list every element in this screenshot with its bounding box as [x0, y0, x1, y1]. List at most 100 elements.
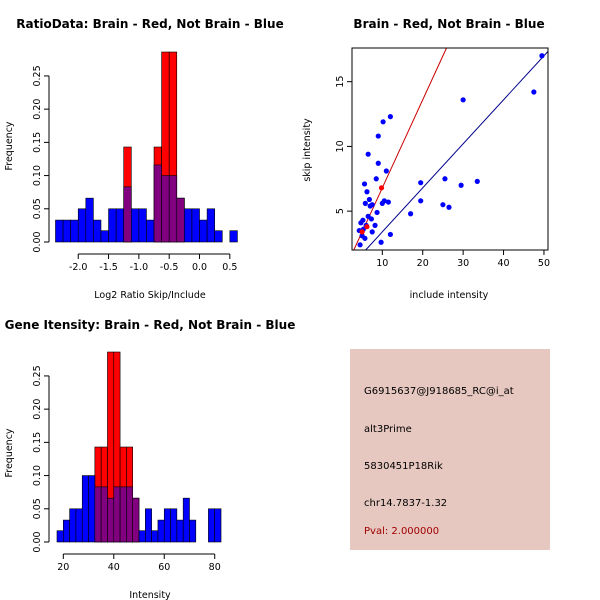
event-type: alt3Prime: [364, 424, 412, 435]
scatter-blue-point: [373, 176, 379, 182]
scatter-x-tick-label: 40: [497, 258, 509, 269]
ratio-histogram-x-tick-label: -1.0: [130, 262, 149, 273]
scatter-frame: [351, 47, 549, 251]
gene-histogram-blue-bar: [189, 519, 197, 543]
scatter-blue-point: [378, 239, 384, 245]
ratio-histogram-y-tick-label: 0.15: [32, 132, 43, 153]
probe-id: G6915637@J918685_RC@i_at: [364, 386, 514, 397]
ratio-histogram-blue-bar: [146, 219, 155, 243]
scatter-blue-point: [474, 178, 480, 184]
intensity-scatter: Brain - Red, Not Brain - Blue 10 20 30 40 50…: [302, 17, 550, 301]
scatter-blue-point: [369, 202, 375, 208]
gene-histogram-blue-bar: [182, 497, 190, 543]
gene-histogram-blue-bar: [208, 508, 216, 543]
scatter-y-tick-label: 5: [335, 208, 346, 214]
ratio-histogram-y-tick-label: 0.00: [32, 231, 43, 252]
scatter-x-tick-label: 30: [457, 258, 469, 269]
gene-histogram-blue-bar: [214, 508, 222, 543]
gene-histogram-y-tick-label: 0.25: [32, 365, 43, 386]
scatter-xlabel: include intensity: [410, 290, 489, 301]
gene-histogram-xlabel: Intensity: [129, 590, 171, 600]
gene-histogram-blue-bar: [151, 530, 159, 543]
ratio-histogram-blue-bar: [55, 219, 64, 243]
gene-histogram-overlap-bar: [94, 486, 102, 543]
scatter-red-fit-line: [353, 47, 447, 251]
gene-histogram-blue-bar: [138, 530, 146, 543]
gene-histogram-blue-bar: [145, 508, 152, 543]
gene-histogram-blue-bar: [163, 508, 171, 543]
p-value: Pval: 2.000000: [364, 526, 440, 537]
scatter-y-tick-label: 10: [335, 140, 346, 152]
chromosome-location: chr14.7837-1.32: [364, 498, 448, 509]
scatter-red-point: [364, 224, 370, 230]
scatter-blue-point: [440, 202, 446, 208]
scatter-x-tick-label: 10: [376, 258, 388, 269]
gene-histogram-overlap-bar: [100, 486, 108, 543]
gene-histogram-blue-bar: [170, 508, 178, 543]
gene-histogram-bars: [56, 351, 222, 543]
scatter-ylabel: skip intensity: [302, 118, 313, 182]
scatter-blue-point: [374, 209, 380, 216]
ratio-histogram-blue-bar: [70, 219, 79, 243]
ratio-histogram: RatioData: Brain - Red, Not Brain - Blue…: [4, 17, 284, 301]
probe-info-panel: G6915637@J918685_RC@i_at alt3Prime 58304…: [350, 349, 550, 550]
ratio-histogram-blue-bar: [184, 208, 193, 243]
ratio-histogram-blue-bar: [229, 230, 238, 243]
ratio-histogram-ylabel: Frequency: [4, 121, 15, 170]
ratio-histogram-x-tick-label: 0.0: [192, 262, 207, 273]
ratio-histogram-overlap-bar: [161, 175, 170, 243]
ratio-histogram-blue-bar: [62, 219, 71, 243]
scatter-blue-point: [379, 200, 385, 206]
ratio-histogram-x-tick-label: -0.5: [160, 262, 179, 273]
ratio-histogram-y-tick-label: 0.05: [32, 198, 43, 219]
gene-histogram-blue-bar: [176, 519, 184, 543]
scatter-points: [356, 53, 545, 248]
gene-histogram-y-tick-label: 0.20: [32, 399, 43, 420]
gene-histogram-blue-bar: [88, 475, 96, 543]
scatter-blue-point: [446, 204, 452, 210]
ratio-histogram-title: RatioData: Brain - Red, Not Brain - Blue: [16, 17, 283, 31]
scatter-blue-point: [531, 89, 537, 95]
scatter-blue-point: [418, 180, 424, 186]
ratio-histogram-blue-bar: [100, 230, 109, 243]
ratio-histogram-y-tick-label: 0.20: [32, 99, 43, 120]
scatter-blue-point: [539, 53, 545, 59]
scatter-blue-point: [442, 176, 448, 182]
ratio-histogram-blue-bar: [85, 197, 94, 243]
scatter-blue-point: [380, 119, 386, 125]
scatter-red-point: [359, 229, 365, 235]
gene-histogram-blue-bar: [81, 475, 89, 543]
ratio-histogram-blue-bar: [77, 208, 87, 243]
ratio-histogram-x-tick-label: -2.0: [69, 262, 88, 273]
gene-histogram-x-tick-label: 60: [158, 562, 170, 573]
scatter-blue-point: [368, 216, 374, 222]
ratio-histogram-x-tick-label: -1.5: [99, 262, 118, 273]
gene-histogram-blue-bar: [75, 508, 83, 543]
scatter-axes: 10 20 30 40 50 5 10 15: [335, 47, 550, 269]
ratio-histogram-blue-bar: [138, 208, 147, 243]
scatter-y-tick-label: 15: [335, 76, 346, 88]
scatter-blue-point: [385, 199, 391, 205]
gene-histogram-y-tick-label: 0.05: [32, 498, 43, 519]
scatter-blue-point: [458, 182, 464, 188]
gene-histogram-axes: 20 40 60 80 0.00 0.05 0.10 0.15 0.20 0.25: [32, 365, 221, 573]
scatter-red-point: [378, 185, 385, 191]
ratio-histogram-axes: -2.0 -1.5 -1.0 -0.5 0.0 0.5 0.00 0.05 0.10 0.15 0.…: [32, 65, 237, 273]
gene-histogram-y-tick-label: 0.15: [32, 432, 43, 453]
scatter-x-tick-label: 20: [417, 258, 429, 269]
scatter-blue-point: [369, 229, 375, 235]
ratio-histogram-blue-bar: [93, 219, 102, 243]
scatter-blue-point: [366, 196, 372, 203]
scatter-x-tick-label: 50: [538, 258, 550, 269]
ratio-histogram-overlap-bar: [168, 175, 178, 243]
gene-histogram-blue-bar: [56, 530, 64, 543]
scatter-blue-point: [407, 211, 414, 217]
scatter-blue-point: [365, 151, 371, 157]
gene-intensity-histogram: Gene Itensity: Brain - Red, Not Brain - …: [4, 318, 295, 600]
ratio-histogram-blue-bar: [115, 208, 125, 243]
gene-histogram-y-tick-label: 0.00: [32, 531, 43, 552]
ratio-histogram-blue-bar: [130, 208, 140, 243]
gene-histogram-blue-bar: [69, 508, 77, 543]
gene-histogram-title: Gene Itensity: Brain - Red, Not Brain - …: [5, 318, 296, 332]
